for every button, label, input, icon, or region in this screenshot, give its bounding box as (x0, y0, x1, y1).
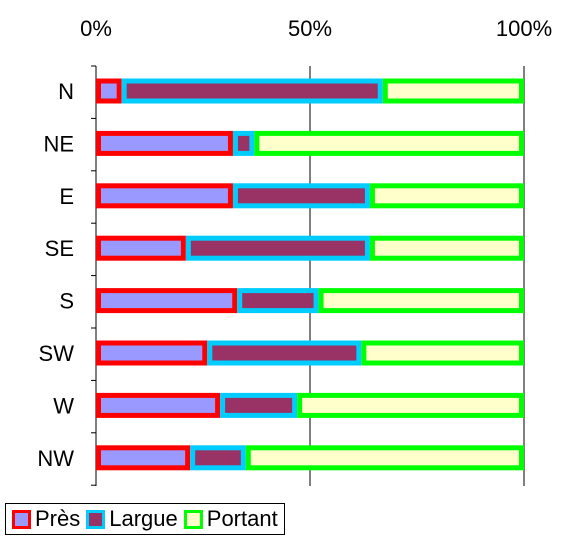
category-label-se: SE (45, 236, 74, 261)
category-label-nw: NW (37, 446, 74, 471)
legend: Près Largue Portant (5, 503, 285, 535)
legend-swatch-portant (183, 509, 203, 529)
bar-nw-largue (190, 445, 246, 471)
bar-sw-largue (207, 340, 362, 366)
bar-e-pres (96, 183, 233, 209)
bar-ne-largue (232, 130, 255, 156)
legend-item-largue: Largue (86, 508, 178, 530)
bar-n-pres (96, 78, 122, 104)
stacked-bar-chart: 0% 50% 100% N NE E SE S SW W NW (37, 16, 552, 486)
legend-item-pres: Près (12, 508, 80, 530)
bars (96, 78, 525, 471)
x-tick-label-2: 100% (496, 16, 552, 41)
legend-label-largue: Largue (109, 506, 178, 531)
bar-s-pres (96, 288, 238, 314)
x-tick-label-1: 50% (288, 16, 332, 41)
bar-s-largue (237, 288, 319, 314)
legend-label-pres: Près (35, 506, 81, 531)
grid-layer (91, 65, 525, 486)
x-tick-label-0: 0% (80, 16, 112, 41)
category-label-ne: NE (43, 131, 74, 156)
legend-swatch-largue (86, 509, 106, 529)
bar-e-portant (369, 183, 525, 209)
bar-se-pres (96, 235, 186, 261)
bar-n-largue (121, 78, 383, 104)
bar-sw-portant (361, 340, 524, 366)
bar-w-portant (297, 392, 524, 418)
category-label-w: W (53, 393, 74, 418)
bar-w-pres (96, 392, 221, 418)
bar-w-largue (220, 392, 298, 418)
bar-nw-pres (96, 445, 191, 471)
bar-e-largue (232, 183, 370, 209)
legend-label-portant: Portant (206, 506, 278, 531)
bar-se-largue (185, 235, 370, 261)
category-label-s: S (59, 289, 74, 314)
category-label-sw: SW (39, 341, 75, 366)
legend-item-portant: Portant (183, 506, 278, 531)
bar-ne-pres (96, 130, 233, 156)
category-labels: N NE E SE S SW W NW (37, 79, 74, 471)
bar-se-portant (369, 235, 525, 261)
bar-nw-portant (245, 445, 525, 471)
legend-swatch-pres (12, 509, 31, 529)
category-label-n: N (58, 79, 74, 104)
bar-s-portant (318, 288, 524, 314)
bar-sw-pres (96, 340, 208, 366)
category-label-e: E (59, 184, 74, 209)
x-axis-ticks: 0% 50% 100% (80, 16, 552, 41)
bar-ne-portant (254, 130, 524, 156)
bar-n-portant (382, 78, 525, 104)
